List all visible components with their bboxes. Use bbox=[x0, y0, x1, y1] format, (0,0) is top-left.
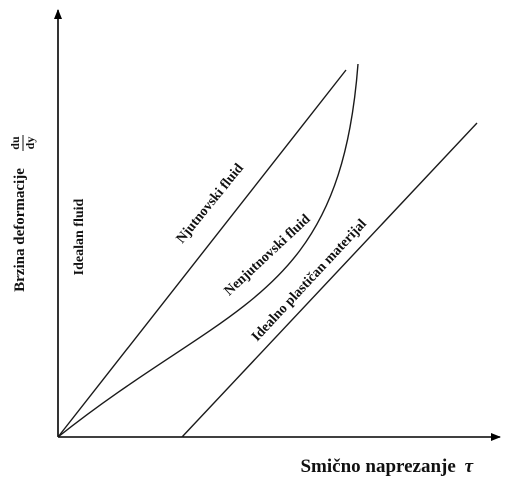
y-axis-label: Brzina deformacije du dy bbox=[8, 135, 37, 292]
y-axis-label-text: Brzina deformacije bbox=[12, 168, 28, 292]
newtonian-label: Njutnovski fluid bbox=[174, 161, 247, 246]
x-axis-label-symbol: τ bbox=[465, 456, 474, 477]
x-axis-label-text: Smično naprezanje bbox=[300, 456, 455, 477]
ideal-plastic-line bbox=[181, 122, 478, 438]
y-axis-label-frac-den: dy bbox=[23, 137, 37, 150]
newtonian-line bbox=[57, 69, 347, 438]
non-newtonian-curve bbox=[57, 63, 359, 438]
x-axis-label: Smično naprezanje τ bbox=[300, 456, 473, 477]
ideal-fluid-label: Idealan fluid bbox=[72, 198, 87, 275]
y-axis-label-frac-num: du bbox=[8, 136, 22, 150]
